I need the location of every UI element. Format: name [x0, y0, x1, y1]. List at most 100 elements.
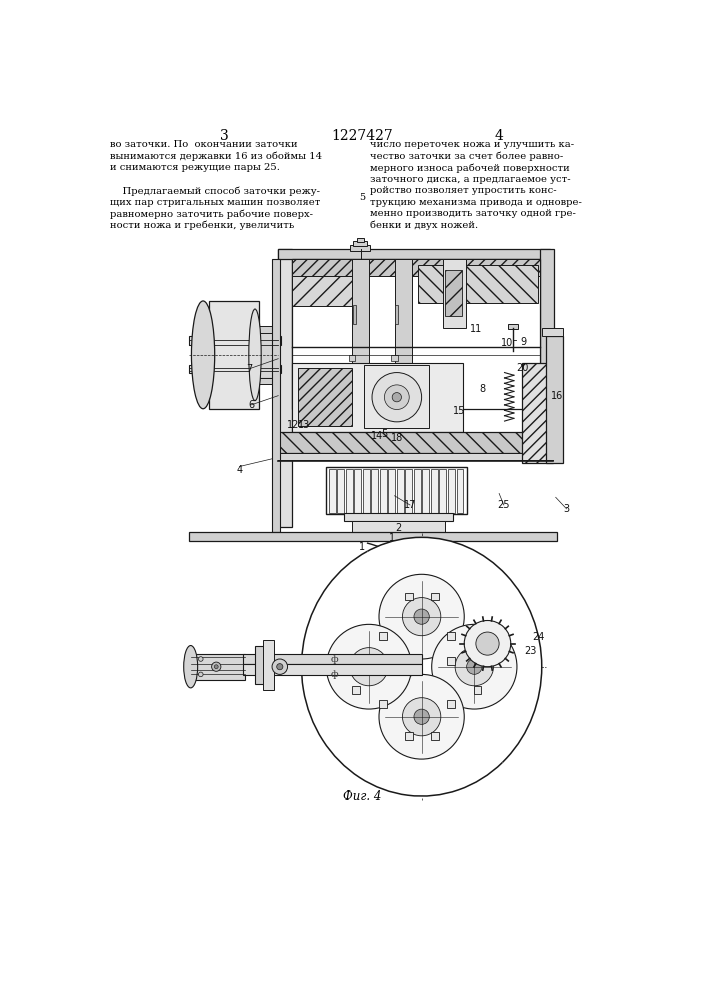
Text: 25: 25 [498, 500, 510, 510]
Bar [363, 469, 370, 513]
Bar [189, 654, 245, 680]
Bar [414, 469, 421, 513]
Ellipse shape [301, 537, 542, 796]
Bar [182, 247, 612, 547]
Circle shape [214, 665, 218, 669]
Circle shape [455, 648, 493, 686]
Bar [422, 469, 429, 513]
Text: 7: 7 [247, 364, 252, 374]
Circle shape [414, 609, 429, 624]
Text: 3: 3 [563, 504, 570, 514]
Bar [443, 259, 466, 328]
Bar [352, 259, 369, 409]
Text: 8: 8 [479, 384, 485, 394]
Bar [440, 469, 446, 513]
Text: и снимаются режущие пары 25.: и снимаются режущие пары 25. [110, 163, 280, 172]
Text: ройство позволяет упростить конс-: ройство позволяет упростить конс- [370, 186, 556, 195]
Bar [405, 469, 412, 513]
Text: Предлагаемый способ заточки режу-: Предлагаемый способ заточки режу- [110, 186, 320, 196]
Text: 23: 23 [524, 646, 537, 656]
Bar [243, 664, 421, 675]
Bar [255, 646, 272, 684]
Text: 18: 18 [391, 433, 403, 443]
Text: ф: ф [331, 654, 339, 664]
Text: менно производить заточку одной гре-: менно производить заточку одной гре- [370, 209, 575, 218]
Text: 4: 4 [495, 129, 503, 143]
Bar [379, 700, 387, 708]
Bar [392, 355, 397, 361]
Text: 10г: 10г [501, 338, 518, 348]
Bar [546, 336, 563, 463]
Circle shape [276, 664, 283, 670]
Bar [257, 332, 279, 378]
Text: 16: 16 [551, 391, 563, 401]
Text: 20: 20 [516, 363, 529, 373]
Bar [263, 640, 274, 690]
Text: вынимаются державки 16 из обоймы 14: вынимаются державки 16 из обоймы 14 [110, 152, 322, 161]
Bar [279, 453, 554, 460]
Bar [189, 532, 557, 541]
Text: 17: 17 [404, 500, 416, 510]
Bar [243, 654, 421, 664]
Bar [349, 355, 355, 361]
Text: 6: 6 [248, 400, 255, 410]
Text: равномерно заточить рабочие поверх-: равномерно заточить рабочие поверх- [110, 209, 313, 219]
Bar [209, 301, 259, 409]
Bar [346, 469, 353, 513]
Bar [448, 469, 455, 513]
Text: во заточки. По  окончании заточки: во заточки. По окончании заточки [110, 140, 298, 149]
Bar [379, 632, 387, 640]
Bar [354, 469, 361, 513]
Bar [371, 469, 378, 513]
Text: 15: 15 [452, 406, 465, 416]
Circle shape [372, 373, 421, 422]
Bar [448, 700, 455, 708]
Bar [418, 265, 538, 303]
Bar [259, 326, 277, 333]
Circle shape [432, 624, 517, 709]
Bar [508, 324, 518, 329]
Bar [337, 469, 344, 513]
Bar [540, 249, 554, 411]
Circle shape [379, 574, 464, 659]
Circle shape [379, 674, 464, 759]
Text: бенки и двух ножей.: бенки и двух ножей. [370, 221, 478, 230]
Bar [352, 657, 360, 665]
Bar [351, 245, 370, 251]
Text: 1227427: 1227427 [331, 129, 393, 143]
Text: 4: 4 [236, 465, 243, 475]
Bar [405, 732, 413, 740]
Bar [272, 259, 280, 532]
Text: заточного диска, а предлагаемое уст-: заточного диска, а предлагаемое уст- [370, 175, 571, 184]
Bar [448, 657, 455, 665]
Text: мерного износа рабочей поверхности: мерного износа рабочей поверхности [370, 163, 569, 173]
Circle shape [467, 659, 482, 674]
Circle shape [402, 598, 440, 636]
Bar [353, 305, 356, 324]
Bar [448, 632, 455, 640]
Bar [356, 238, 364, 242]
Bar [542, 328, 563, 336]
Text: щих пар стригальных машин позволяет: щих пар стригальных машин позволяет [110, 198, 320, 207]
Text: 11: 11 [469, 324, 482, 334]
Text: чество заточки за счет более равно-: чество заточки за счет более равно- [370, 152, 563, 161]
Bar [354, 241, 368, 246]
Circle shape [199, 657, 203, 661]
Ellipse shape [192, 301, 215, 409]
Text: 5: 5 [381, 429, 387, 439]
Bar [292, 363, 462, 432]
Bar [522, 363, 554, 463]
Bar [474, 686, 481, 694]
Bar [405, 593, 413, 600]
Text: ности ножа и гребенки, увеличить: ности ножа и гребенки, увеличить [110, 221, 294, 230]
Bar [431, 469, 438, 513]
Bar [327, 466, 467, 514]
Bar [395, 259, 411, 378]
Bar [431, 732, 438, 740]
Bar [395, 305, 398, 324]
Circle shape [464, 620, 510, 667]
Text: 2: 2 [395, 523, 402, 533]
Bar [457, 469, 464, 513]
Bar [292, 259, 540, 276]
Bar [259, 378, 277, 384]
